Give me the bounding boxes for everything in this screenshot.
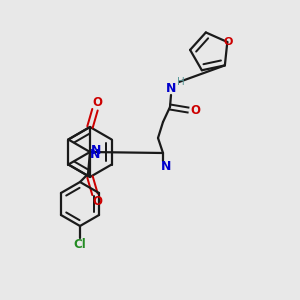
Text: N: N xyxy=(166,82,176,94)
Text: N: N xyxy=(90,148,100,160)
Text: H: H xyxy=(177,77,185,87)
Text: O: O xyxy=(92,194,102,208)
Text: N: N xyxy=(161,160,171,173)
Text: N: N xyxy=(91,143,101,157)
Text: O: O xyxy=(92,97,102,110)
Text: Cl: Cl xyxy=(74,238,86,250)
Text: O: O xyxy=(190,103,200,116)
Text: O: O xyxy=(224,37,233,47)
